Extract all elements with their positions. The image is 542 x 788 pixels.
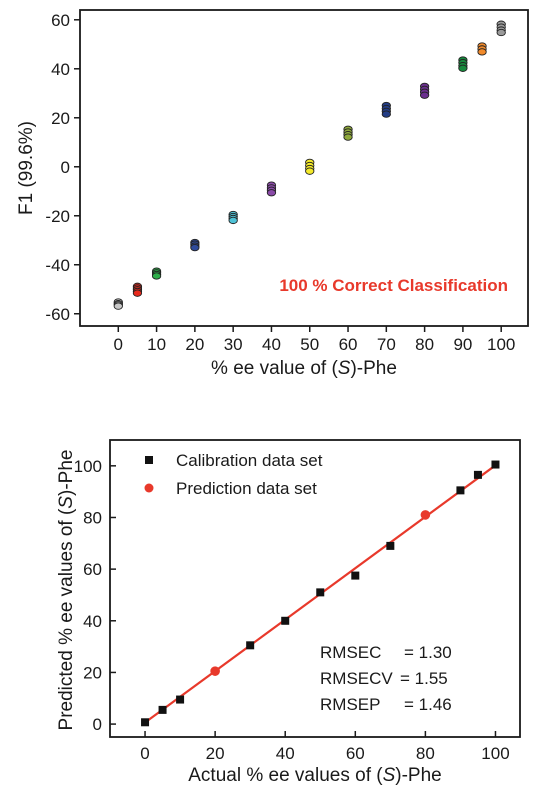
calibration-point	[473, 470, 482, 479]
top-data-point	[113, 302, 123, 310]
top-data-point	[477, 48, 487, 56]
legend-label-prediction: Prediction data set	[176, 479, 317, 498]
top-data-points	[113, 20, 506, 310]
top-data-point	[190, 243, 200, 252]
top-y-tick-label: 60	[51, 11, 70, 30]
bottom-x-tick-label: 20	[206, 744, 225, 763]
bottom-plot: 0 20 40 60 80 100 0 20 40 60 80 100 Calibration dat…	[56, 439, 521, 786]
bottom-data-points	[141, 460, 500, 727]
stat-value-rmsecv: = 1.55	[400, 669, 448, 688]
top-x-tick-label: 40	[262, 335, 281, 354]
top-data-point	[419, 91, 430, 99]
calibration-point	[176, 695, 185, 704]
calibration-point	[246, 641, 255, 650]
top-y-tick-label: 0	[61, 158, 70, 177]
top-x-tick-label: 80	[415, 335, 434, 354]
top-annotation: 100 % Correct Classification	[279, 276, 508, 295]
calibration-point	[158, 705, 167, 714]
bottom-x-tick-label: 60	[346, 744, 365, 763]
bottom-x-tick-label: 80	[416, 744, 435, 763]
calibration-point	[456, 486, 465, 495]
top-data-point	[266, 189, 277, 197]
stat-label-rmsep: RMSEP	[320, 695, 380, 714]
bottom-plot-frame	[109, 439, 521, 738]
stat-label-rmsec: RMSEC	[320, 643, 381, 662]
top-x-tick-label: 20	[185, 335, 204, 354]
calibration-point	[351, 571, 360, 580]
top-y-axis-label: F1 (99.6%)	[16, 121, 37, 215]
top-x-tick-label: 10	[147, 335, 166, 354]
calibration-point	[386, 541, 395, 550]
bottom-x-tick-label: 0	[140, 744, 149, 763]
top-data-point	[381, 110, 391, 118]
top-axis-ticks: 0 10 20 30 40 50 60 70 80 90 100 -60 -40 -20 0 20 40 60	[45, 11, 515, 354]
bottom-y-tick-label: 80	[83, 508, 102, 527]
bottom-y-axis-label: Predicted % ee values of (S)-Phe	[56, 450, 77, 731]
top-x-tick-label: 30	[224, 335, 243, 354]
stat-value-rmsec: = 1.30	[404, 643, 452, 662]
top-x-axis-label: % ee value of (S)-Phe	[211, 358, 397, 379]
legend-label-calibration: Calibration data set	[176, 451, 323, 470]
top-data-point	[496, 28, 506, 37]
bottom-y-tick-label: 20	[83, 663, 102, 682]
legend-marker-calibration	[145, 456, 153, 464]
top-x-tick-label: 70	[377, 335, 396, 354]
top-data-point	[228, 216, 238, 225]
top-data-point	[132, 289, 143, 297]
top-x-tick-label: 90	[453, 335, 472, 354]
top-data-point	[151, 272, 162, 280]
top-y-tick-label: 40	[51, 60, 70, 79]
top-y-tick-label: -20	[45, 207, 70, 226]
prediction-point	[420, 510, 431, 520]
calibration-point	[141, 718, 150, 727]
top-x-tick-label: 60	[339, 335, 358, 354]
bottom-x-tick-label: 100	[481, 744, 509, 763]
bottom-y-tick-label: 0	[93, 715, 102, 734]
top-x-tick-label: 0	[114, 335, 123, 354]
bottom-y-tick-label: 100	[74, 457, 102, 476]
stats-box: RMSEC = 1.30 RMSECV = 1.55 RMSEP = 1.46	[320, 643, 452, 714]
top-data-point	[343, 133, 353, 141]
top-y-tick-label: 20	[51, 109, 70, 128]
bottom-axis-ticks: 0 20 40 60 80 100 0 20 40 60 80 100	[74, 457, 510, 763]
bottom-x-tick-label: 40	[276, 744, 295, 763]
calibration-point	[281, 616, 290, 625]
top-y-tick-label: -40	[45, 256, 70, 275]
top-data-point	[458, 64, 468, 72]
calibration-point	[491, 460, 500, 469]
stat-label-rmsecv: RMSECV	[320, 669, 393, 688]
legend: Calibration data set Prediction data set	[144, 451, 323, 498]
top-plot: 0 10 20 30 40 50 60 70 80 90 100 -60 -40 -20 0 20 40 60 1…	[16, 9, 529, 379]
bottom-y-tick-label: 40	[83, 612, 102, 631]
prediction-point	[210, 666, 220, 676]
legend-marker-prediction	[144, 483, 154, 493]
bottom-y-tick-label: 60	[83, 560, 102, 579]
top-y-tick-label: -60	[45, 305, 70, 324]
stat-value-rmsep: = 1.46	[404, 695, 452, 714]
top-x-tick-label: 100	[487, 335, 515, 354]
calibration-point	[316, 588, 325, 597]
top-x-tick-label: 50	[300, 335, 319, 354]
top-data-point	[305, 167, 315, 175]
bottom-x-axis-label: Actual % ee values of (S)-Phe	[188, 765, 441, 786]
top-plot-frame	[79, 9, 529, 327]
